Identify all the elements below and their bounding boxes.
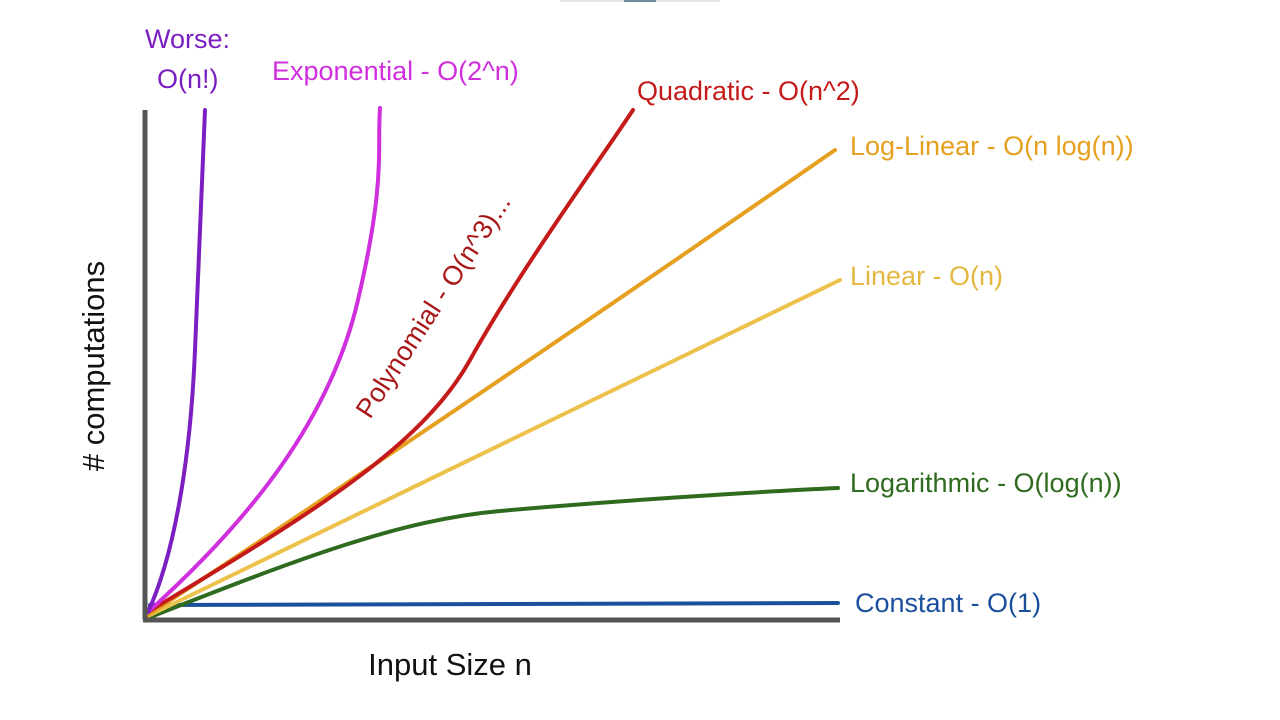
curve-factorial: [146, 108, 207, 614]
y-axis-label: # computations: [76, 261, 111, 471]
curve-quadratic: [146, 108, 635, 614]
label-exponential: Exponential - O(2^n): [272, 56, 519, 86]
label-factorial-line1: Worse:: [145, 24, 230, 54]
label-logarithmic: Logarithmic - O(log(n)): [850, 468, 1122, 498]
top-scroll-indicator: [560, 0, 720, 2]
curve-exponential: [146, 106, 382, 614]
label-factorial-line2: O(n!): [157, 64, 219, 94]
x-axis-label: Input Size n: [368, 647, 532, 682]
label-linear: Linear - O(n): [850, 261, 1003, 291]
curve-linear: [146, 278, 842, 618]
curve-constant: [148, 601, 840, 607]
label-constant: Constant - O(1): [855, 588, 1041, 618]
curve-logarithmic: [146, 486, 840, 620]
label-log-linear: Log-Linear - O(n log(n)): [850, 131, 1134, 161]
label-quadratic: Quadratic - O(n^2): [637, 76, 860, 106]
